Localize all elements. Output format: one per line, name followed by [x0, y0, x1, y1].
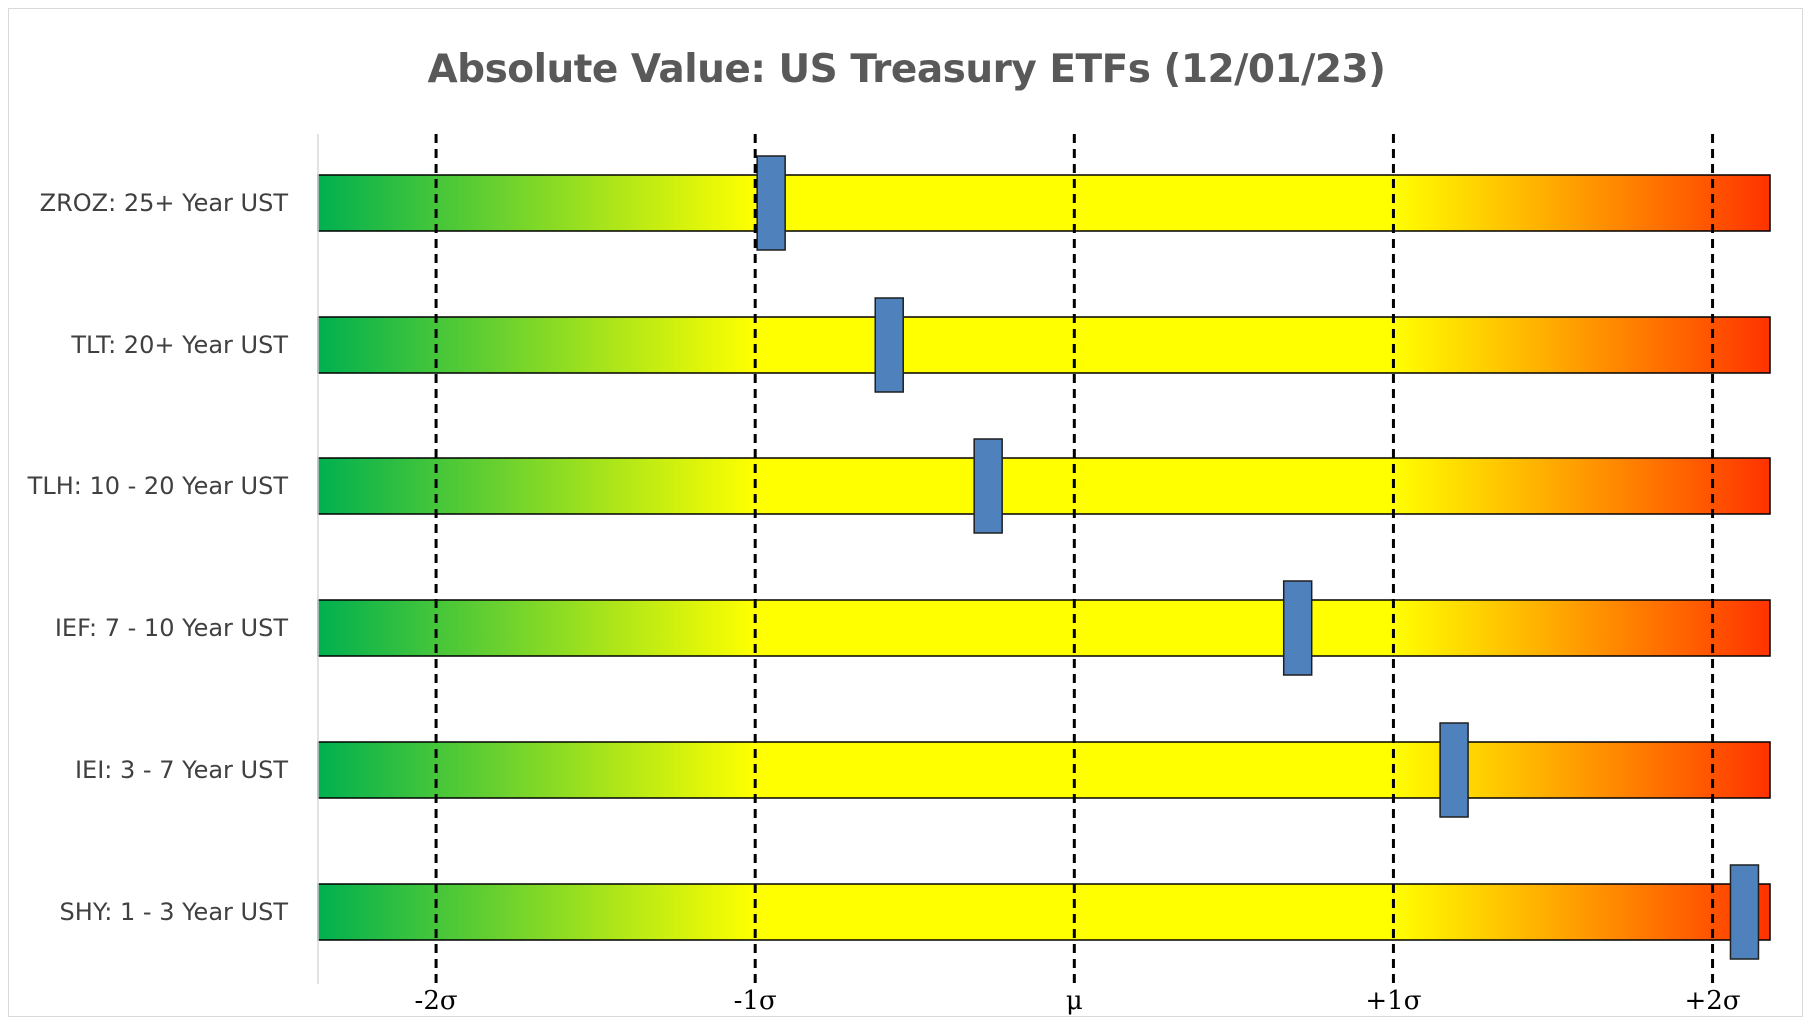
- value-marker: [1282, 580, 1313, 676]
- x-tick-label: +2σ: [1685, 986, 1741, 1016]
- category-label: ZROZ: 25+ Year UST: [40, 189, 289, 217]
- value-marker: [874, 297, 904, 393]
- category-label: TLT: 20+ Year UST: [70, 331, 288, 359]
- markers-layer: [756, 155, 1760, 960]
- category-label: TLH: 10 - 20 Year UST: [27, 472, 289, 500]
- reference-lines-layer: [434, 134, 1715, 984]
- category-label: SHY: 1 - 3 Year UST: [60, 898, 289, 926]
- value-marker: [973, 438, 1003, 534]
- labels-layer: ZROZ: 25+ Year UST TLT: 20+ Year UST TLH: …: [27, 134, 1741, 1016]
- bars-layer: [317, 174, 1771, 941]
- x-tick-label: -1σ: [734, 986, 777, 1016]
- category-label: IEF: 7 - 10 Year UST: [55, 614, 288, 642]
- range-bar: [317, 457, 1771, 515]
- range-bar: [317, 883, 1771, 941]
- chart-title: Absolute Value: US Treasury ETFs (12/01/…: [427, 47, 1386, 92]
- range-bar: [317, 316, 1771, 374]
- range-bar: [317, 174, 1771, 232]
- value-marker: [1729, 864, 1760, 960]
- range-bar: [317, 599, 1771, 657]
- range-bar: [317, 741, 1771, 799]
- x-tick-label: μ: [1066, 986, 1083, 1016]
- category-label: IEI: 3 - 7 Year UST: [75, 756, 288, 784]
- x-tick-label: -2σ: [415, 986, 458, 1016]
- x-tick-label: +1σ: [1365, 986, 1421, 1016]
- value-marker: [1439, 722, 1469, 818]
- value-marker: [756, 155, 786, 251]
